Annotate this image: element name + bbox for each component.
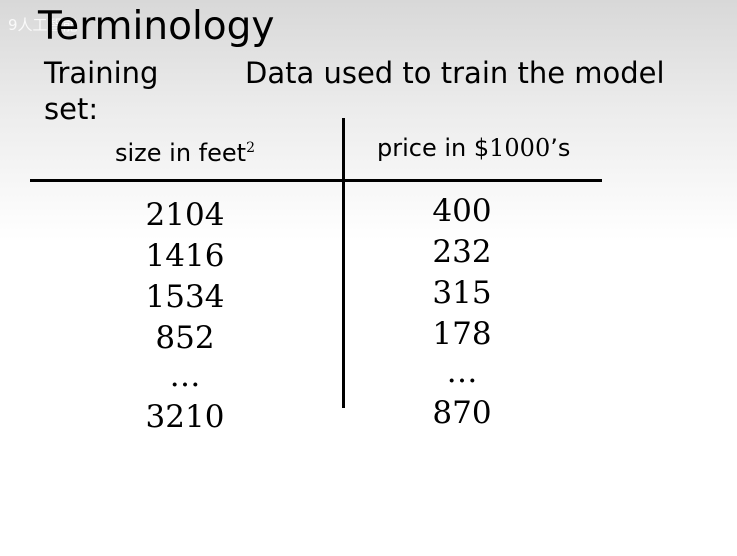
size-cell: 3210 [145,399,225,435]
watermark: 9人工智能 [8,16,78,34]
column-header-size-superscript: 2 [246,140,255,156]
column-header-price: price in $1000’s [377,133,570,163]
price-cell: 400 [432,193,492,229]
table-header-divider [30,179,602,182]
column-header-price-prefix: price in $ [377,134,490,162]
price-cell-ellipsis: … [446,354,478,390]
size-cell: 2104 [145,197,225,233]
size-cell: 852 [155,320,215,356]
column-header-price-number: 1000 [489,134,551,162]
term-definition: Data used to train the model [245,56,665,90]
size-cell: 1416 [145,238,225,274]
size-column: 2104 1416 1534 852 … 3210 [115,195,255,438]
price-column: 400 232 315 178 … 870 [392,191,532,434]
column-header-size-label: size in feet [115,139,247,167]
slide-title: Terminology [38,4,275,49]
table-column-divider [342,118,345,408]
column-header-size: size in feet2 [115,133,255,168]
price-cell: 315 [432,275,492,311]
price-cell: 870 [432,395,492,431]
price-cell: 232 [432,234,492,270]
size-cell-ellipsis: … [169,358,201,394]
price-cell: 178 [432,316,492,352]
column-header-price-suffix: ’s [550,134,571,162]
size-cell: 1534 [145,279,225,315]
term-label: Training set: [44,56,159,126]
